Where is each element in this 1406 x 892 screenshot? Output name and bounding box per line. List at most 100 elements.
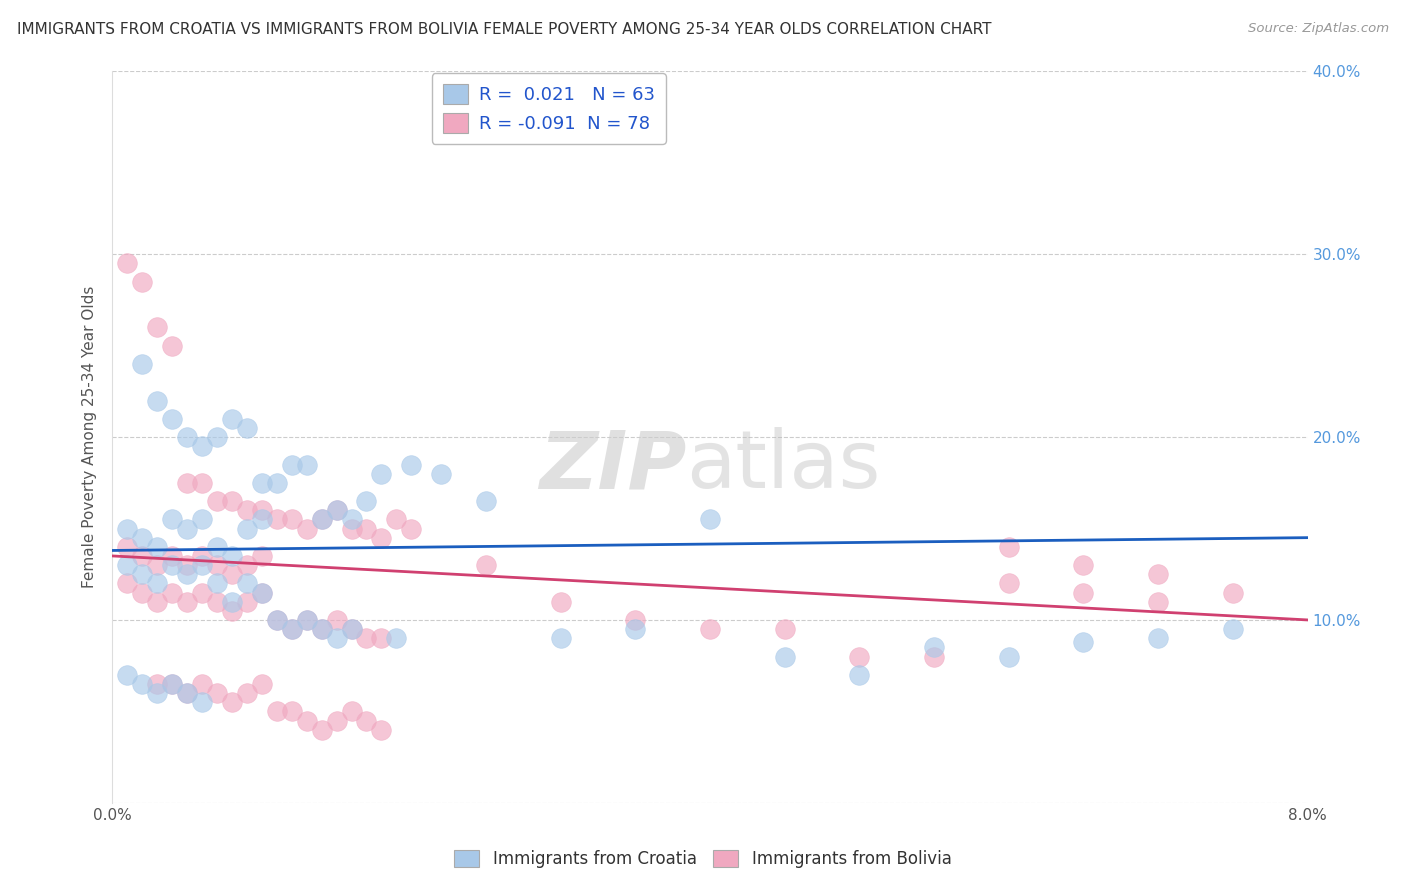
- Point: [266, 512, 288, 526]
- Point: [1073, 635, 1095, 649]
- Point: [550, 632, 572, 646]
- Point: [221, 494, 243, 508]
- Point: [295, 613, 318, 627]
- Point: [311, 512, 333, 526]
- Point: [191, 439, 214, 453]
- Point: [131, 585, 153, 599]
- Point: [281, 622, 304, 636]
- Point: [205, 576, 228, 591]
- Point: [131, 357, 153, 371]
- Point: [131, 531, 153, 545]
- Point: [191, 549, 214, 563]
- Point: [699, 512, 721, 526]
- Point: [699, 622, 721, 636]
- Point: [250, 503, 273, 517]
- Point: [146, 576, 169, 591]
- Point: [221, 695, 243, 709]
- Point: [131, 677, 153, 691]
- Point: [266, 705, 288, 719]
- Point: [236, 576, 259, 591]
- Point: [146, 686, 169, 700]
- Point: [191, 695, 214, 709]
- Point: [266, 613, 288, 627]
- Point: [325, 503, 347, 517]
- Point: [311, 622, 333, 636]
- Point: [401, 521, 423, 535]
- Point: [550, 594, 572, 608]
- Point: [848, 667, 870, 681]
- Text: atlas: atlas: [686, 427, 880, 506]
- Point: [176, 430, 198, 444]
- Point: [131, 275, 153, 289]
- Point: [340, 622, 363, 636]
- Point: [162, 338, 183, 352]
- Point: [191, 558, 214, 573]
- Legend: Immigrants from Croatia, Immigrants from Bolivia: Immigrants from Croatia, Immigrants from…: [447, 843, 959, 875]
- Point: [221, 604, 243, 618]
- Point: [340, 512, 363, 526]
- Point: [176, 521, 198, 535]
- Point: [773, 622, 796, 636]
- Point: [624, 613, 647, 627]
- Point: [475, 494, 498, 508]
- Point: [236, 521, 259, 535]
- Point: [205, 430, 228, 444]
- Point: [117, 576, 139, 591]
- Point: [250, 475, 273, 490]
- Point: [236, 594, 259, 608]
- Text: IMMIGRANTS FROM CROATIA VS IMMIGRANTS FROM BOLIVIA FEMALE POVERTY AMONG 25-34 YE: IMMIGRANTS FROM CROATIA VS IMMIGRANTS FR…: [17, 22, 991, 37]
- Point: [1147, 632, 1170, 646]
- Point: [998, 649, 1021, 664]
- Point: [356, 521, 378, 535]
- Point: [162, 677, 183, 691]
- Point: [162, 677, 183, 691]
- Point: [922, 649, 945, 664]
- Point: [848, 649, 870, 664]
- Point: [773, 649, 796, 664]
- Point: [146, 558, 169, 573]
- Point: [370, 723, 392, 737]
- Point: [1073, 585, 1095, 599]
- Point: [922, 640, 945, 655]
- Point: [131, 567, 153, 582]
- Point: [370, 467, 392, 481]
- Point: [1073, 558, 1095, 573]
- Point: [162, 512, 183, 526]
- Point: [325, 714, 347, 728]
- Point: [311, 512, 333, 526]
- Point: [221, 412, 243, 426]
- Point: [295, 458, 318, 472]
- Point: [295, 521, 318, 535]
- Point: [146, 320, 169, 334]
- Point: [356, 632, 378, 646]
- Point: [117, 540, 139, 554]
- Point: [176, 594, 198, 608]
- Point: [221, 549, 243, 563]
- Point: [281, 512, 304, 526]
- Point: [205, 540, 228, 554]
- Point: [624, 622, 647, 636]
- Point: [340, 622, 363, 636]
- Point: [401, 458, 423, 472]
- Point: [146, 594, 169, 608]
- Point: [266, 475, 288, 490]
- Point: [266, 613, 288, 627]
- Point: [236, 558, 259, 573]
- Point: [1147, 567, 1170, 582]
- Point: [250, 585, 273, 599]
- Point: [281, 622, 304, 636]
- Point: [250, 549, 273, 563]
- Point: [117, 667, 139, 681]
- Point: [430, 467, 453, 481]
- Point: [250, 585, 273, 599]
- Text: ZIP: ZIP: [538, 427, 686, 506]
- Point: [356, 494, 378, 508]
- Point: [205, 686, 228, 700]
- Point: [117, 256, 139, 270]
- Point: [311, 622, 333, 636]
- Point: [117, 521, 139, 535]
- Point: [325, 613, 347, 627]
- Point: [162, 412, 183, 426]
- Point: [356, 714, 378, 728]
- Point: [1222, 622, 1244, 636]
